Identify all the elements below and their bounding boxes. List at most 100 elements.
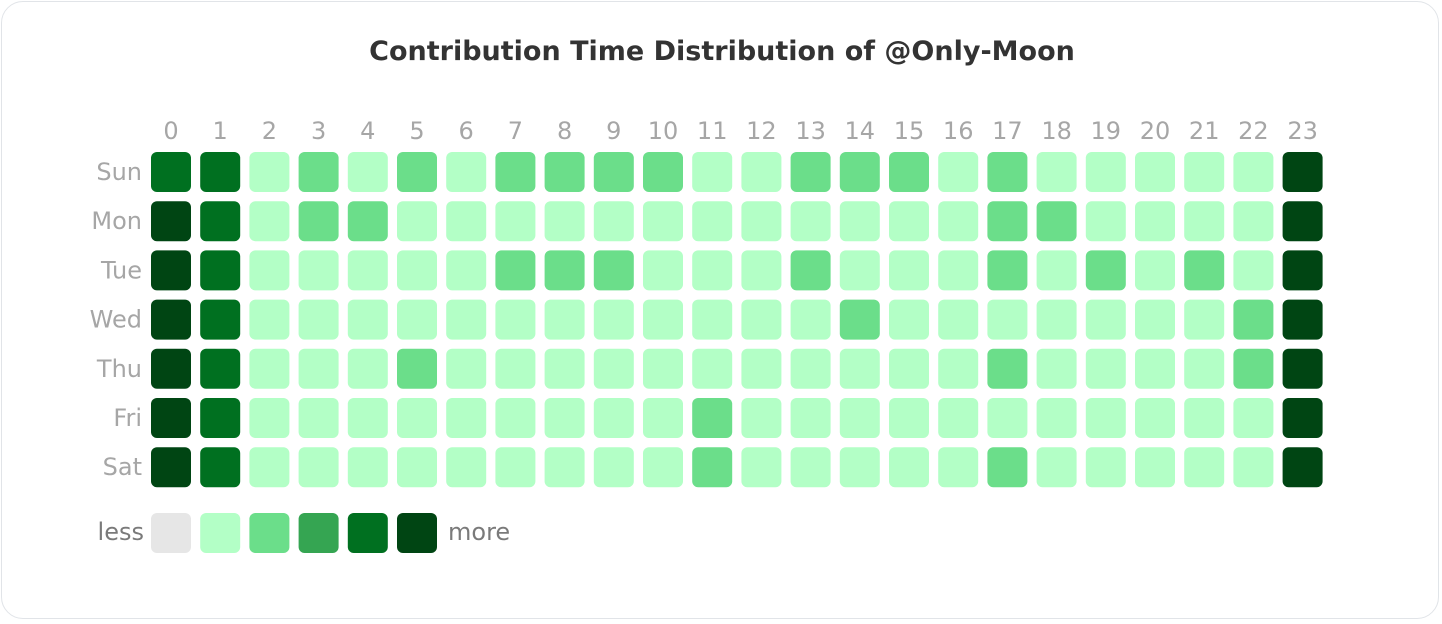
heatmap-cell: [1282, 348, 1323, 389]
hour-label: 8: [557, 117, 572, 145]
heatmap-cell: [889, 447, 929, 488]
heatmap-cell: [1135, 447, 1175, 488]
heatmap-cell: [938, 201, 979, 242]
hour-label: 20: [1140, 117, 1171, 145]
heatmap-cell: [593, 299, 634, 340]
heatmap-cell: [741, 299, 782, 340]
heatmap-cell: [938, 299, 979, 340]
day-label: Wed: [90, 306, 142, 334]
heatmap-cell: [692, 348, 733, 389]
heatmap-cell: [347, 250, 388, 291]
heatmap-cell: [1282, 447, 1323, 488]
heatmap-cell: [446, 299, 487, 340]
heatmap-cell: [692, 398, 733, 438]
heatmap-cell: [495, 447, 536, 488]
heatmap-cell: [938, 348, 979, 389]
heatmap-cell: [938, 447, 979, 488]
heatmap-cell: [1184, 250, 1225, 291]
heatmap-cell: [446, 152, 487, 192]
heatmap-cell: [446, 447, 487, 488]
hour-label: 17: [992, 117, 1023, 145]
heatmap-cell: [298, 250, 339, 291]
heatmap-cell: [495, 398, 536, 438]
heatmap-cell: [298, 201, 339, 242]
heatmap-cell: [347, 152, 388, 192]
heatmap-cell: [544, 447, 585, 488]
heatmap-cell: [889, 152, 929, 192]
heatmap-cell: [1233, 299, 1274, 340]
heatmap-cell: [692, 447, 733, 488]
heatmap-cell: [839, 348, 880, 389]
heatmap-cell: [643, 398, 683, 438]
heatmap-cell: [987, 398, 1028, 438]
hour-label: 18: [1041, 117, 1072, 145]
heatmap-cell: [1233, 152, 1274, 192]
day-label: Mon: [91, 207, 142, 235]
heatmap-cell: [397, 348, 437, 389]
heatmap-cell: [200, 250, 241, 291]
heatmap-cell: [249, 398, 290, 438]
hour-axis-labels: 0 1 2 3 4 5 6 7 8 9 10 11 12 13 14 15 16 17 18 19 20 21 22 23: [163, 117, 1318, 145]
heatmap-cell: [298, 152, 339, 192]
heatmap-cell: [741, 152, 782, 192]
heatmap-cell: [741, 398, 782, 438]
heatmap-cell: [692, 250, 733, 291]
hour-label: 22: [1238, 117, 1269, 145]
heatmap-cell: [200, 152, 241, 192]
hour-label: 16: [943, 117, 974, 145]
day-label: Sat: [103, 453, 142, 481]
hour-label: 10: [648, 117, 679, 145]
heatmap-cell: [593, 250, 634, 291]
heatmap-cell: [200, 299, 241, 340]
heatmap-cell: [790, 299, 831, 340]
heatmap-cell: [1233, 348, 1274, 389]
heatmap-cell: [397, 299, 437, 340]
heatmap-cell: [298, 398, 339, 438]
legend-swatch: [151, 513, 191, 553]
heatmap-cell: [1135, 250, 1175, 291]
heatmap-cell: [938, 250, 979, 291]
hour-label: 6: [459, 117, 474, 145]
heatmap-cell: [1184, 152, 1225, 192]
heatmap-cell: [495, 348, 536, 389]
hour-label: 0: [163, 117, 178, 145]
hour-label: 14: [845, 117, 876, 145]
heatmap-cell: [544, 299, 585, 340]
heatmap-cell: [151, 348, 191, 389]
heatmap-cell: [987, 250, 1028, 291]
heatmap-cell: [1233, 398, 1274, 438]
heatmap-cell: [1135, 348, 1175, 389]
heatmap-cell: [151, 299, 191, 340]
heatmap-cell: [692, 299, 733, 340]
heatmap-cell: [938, 152, 979, 192]
heatmap-cell: [987, 348, 1028, 389]
heatmap-cell: [544, 250, 585, 291]
legend: less more: [98, 513, 510, 553]
heatmap-cell: [1036, 152, 1077, 192]
heatmap-cell: [889, 250, 929, 291]
legend-swatch: [200, 513, 241, 553]
heatmap-cell: [200, 348, 241, 389]
heatmap-cell: [151, 447, 191, 488]
heatmap-cell: [347, 201, 388, 242]
heatmap-cell: [1085, 447, 1126, 488]
heatmap-cell: [593, 398, 634, 438]
hour-label: 15: [894, 117, 925, 145]
heatmap-cell: [151, 250, 191, 291]
heatmap-cell: [446, 348, 487, 389]
heatmap-cell: [544, 152, 585, 192]
heatmap-cell: [1282, 152, 1323, 192]
heatmap-cell: [987, 201, 1028, 242]
hour-label: 3: [311, 117, 326, 145]
heatmap-cell: [1282, 398, 1323, 438]
heatmap-cell: [643, 447, 683, 488]
heatmap-cell: [889, 348, 929, 389]
legend-swatch: [347, 513, 388, 553]
day-axis-labels: Sun Mon Tue Wed Thu Fri Sat: [90, 158, 142, 481]
heatmap-cell: [1036, 447, 1077, 488]
hour-label: 9: [606, 117, 621, 145]
heatmap-cell: [741, 250, 782, 291]
hour-label: 23: [1287, 117, 1318, 145]
heatmap-cell: [593, 348, 634, 389]
heatmap-cell: [839, 447, 880, 488]
